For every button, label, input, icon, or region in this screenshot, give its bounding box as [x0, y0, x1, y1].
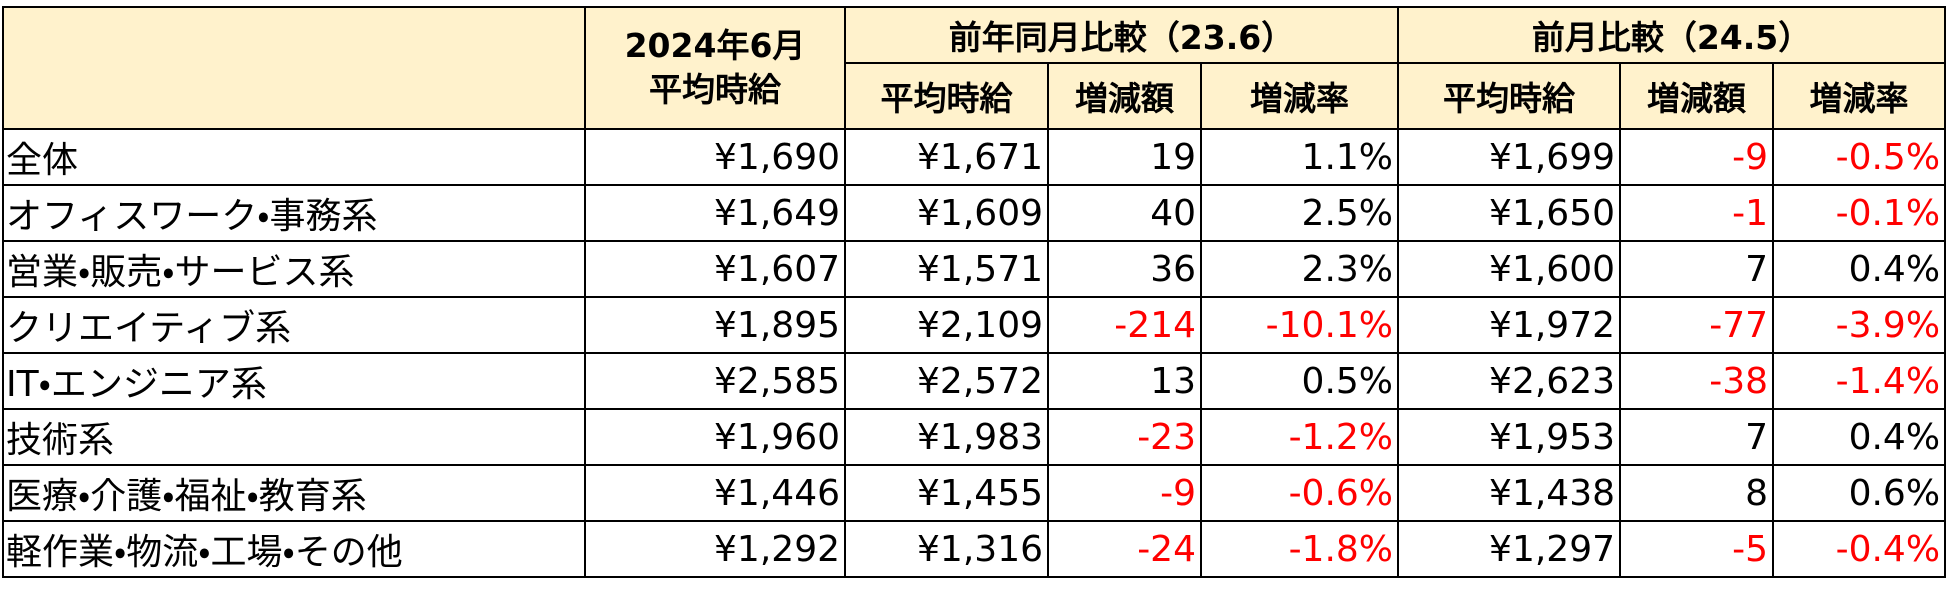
data-cell: -9: [1047, 464, 1202, 522]
data-cell: 8: [1619, 464, 1775, 522]
group-header: 前年同月比較（23.6）: [843, 6, 1400, 64]
table-body: 全体 ¥1,690 ¥1,671 19 1.1% ¥1,699 -9 -0.5% オフィスワーク…: [2, 128, 1947, 578]
data-cell: ¥1,690: [584, 128, 846, 186]
table-row: 技術系 ¥1,960 ¥1,983 -23 -1.2% ¥1,953 7 0.4%: [2, 408, 1947, 466]
data-cell: 0.5%: [1199, 352, 1400, 410]
data-cell: -0.4%: [1772, 520, 1947, 578]
wage-table: 2024年6月 平均時給 前年同月比較（23.6） 前月比較（24.5） 平均時…: [2, 6, 1947, 578]
data-cell: ¥1,316: [844, 520, 1049, 578]
table-row: オフィスワーク・事務系 ¥1,649 ¥1,609 40 2.5% ¥1,650 -1 -0.…: [2, 184, 1947, 242]
row-label: 医療・介護・福祉・教育系: [2, 464, 586, 522]
data-cell: 36: [1047, 240, 1202, 298]
data-cell: 2.5%: [1199, 184, 1400, 242]
row-label: IT・エンジニア系: [2, 352, 586, 410]
row-label: オフィスワーク・事務系: [2, 184, 586, 242]
data-cell: -1.4%: [1772, 352, 1947, 410]
data-cell: ¥2,585: [584, 352, 846, 410]
current-header: 2024年6月 平均時給: [584, 6, 846, 130]
subheader-cell: 増減率: [1772, 62, 1947, 130]
data-cell: ¥1,571: [844, 240, 1049, 298]
row-label: 軽作業・物流・工場・その他: [2, 520, 586, 578]
data-cell: ¥1,607: [584, 240, 846, 298]
data-cell: ¥1,972: [1397, 296, 1622, 354]
table-row: IT・エンジニア系 ¥2,585 ¥2,572 13 0.5% ¥2,623 -38 -1.4…: [2, 352, 1947, 410]
data-cell: ¥1,699: [1397, 128, 1622, 186]
row-label: 技術系: [2, 408, 586, 466]
data-cell: ¥1,297: [1397, 520, 1622, 578]
data-cell: 7: [1619, 240, 1775, 298]
data-cell: -0.6%: [1199, 464, 1400, 522]
row-label: 営業・販売・サービス系: [2, 240, 586, 298]
data-cell: ¥1,649: [584, 184, 846, 242]
data-cell: -5: [1619, 520, 1775, 578]
data-cell: -1.8%: [1199, 520, 1400, 578]
data-cell: ¥2,109: [844, 296, 1049, 354]
data-cell: ¥1,895: [584, 296, 846, 354]
data-cell: -9: [1619, 128, 1775, 186]
data-cell: -1: [1619, 184, 1775, 242]
data-cell: ¥1,438: [1397, 464, 1622, 522]
data-cell: -38: [1619, 352, 1775, 410]
subheader-cell: 平均時給: [1397, 62, 1622, 130]
table-row: 全体 ¥1,690 ¥1,671 19 1.1% ¥1,699 -9 -0.5%: [2, 128, 1947, 186]
row-label: クリエイティブ系: [2, 296, 586, 354]
current-header-line: 2024年6月: [624, 26, 806, 65]
data-cell: -0.5%: [1772, 128, 1947, 186]
data-cell: ¥1,983: [844, 408, 1049, 466]
header-row: 2024年6月 平均時給 前年同月比較（23.6） 前月比較（24.5）: [2, 6, 1947, 130]
subheader-cell: 増減額: [1047, 62, 1202, 130]
data-cell: 0.4%: [1772, 408, 1947, 466]
data-cell: 0.6%: [1772, 464, 1947, 522]
table-row: クリエイティブ系 ¥1,895 ¥2,109 -214 -10.1% ¥1,972 -77-…: [2, 296, 1947, 354]
data-cell: 13: [1047, 352, 1202, 410]
data-cell: -77: [1619, 296, 1775, 354]
corner-cell: [2, 6, 586, 130]
data-cell: ¥2,572: [844, 352, 1049, 410]
data-cell: ¥1,292: [584, 520, 846, 578]
data-cell: 1.1%: [1199, 128, 1400, 186]
data-cell: ¥1,609: [844, 184, 1049, 242]
table-row: 軽作業・物流・工場・その他 ¥1,292 ¥1,316 -24 -1.8% ¥1,297-…: [2, 520, 1947, 578]
subheader-cell: 平均時給: [844, 62, 1049, 130]
subheader-cell: 増減率: [1199, 62, 1400, 130]
table-row: 営業・販売・サービス系 ¥1,607 ¥1,571 36 2.3% ¥1,600 7 0.4%: [2, 240, 1947, 298]
data-cell: 2.3%: [1199, 240, 1400, 298]
data-cell: 7: [1619, 408, 1775, 466]
data-cell: ¥1,960: [584, 408, 846, 466]
data-cell: ¥1,446: [584, 464, 846, 522]
data-cell: ¥2,623: [1397, 352, 1622, 410]
row-label: 全体: [2, 128, 586, 186]
subheader-row: 平均時給 増減額 増減率 平均時給 増減額 増減率: [3, 62, 1947, 130]
data-cell: ¥1,600: [1397, 240, 1622, 298]
current-header-line: 平均時給: [649, 70, 781, 109]
data-cell: ¥1,455: [844, 464, 1049, 522]
data-cell: -0.1%: [1772, 184, 1947, 242]
data-cell: -10.1%: [1199, 296, 1400, 354]
data-cell: 40: [1047, 184, 1202, 242]
data-cell: -23: [1047, 408, 1202, 466]
group-header: 前月比較（24.5）: [1397, 6, 1947, 64]
table-row: 医療・介護・福祉・教育系 ¥1,446 ¥1,455 -9 -0.6% ¥1,438 8 0.…: [2, 464, 1947, 522]
data-cell: -3.9%: [1772, 296, 1947, 354]
data-cell: ¥1,650: [1397, 184, 1622, 242]
data-cell: -24: [1047, 520, 1202, 578]
data-cell: -1.2%: [1199, 408, 1400, 466]
table-head: 2024年6月 平均時給 前年同月比較（23.6） 前月比較（24.5） 平均時…: [2, 6, 1947, 130]
data-cell: 19: [1047, 128, 1202, 186]
subheader-cell: 増減額: [1619, 62, 1775, 130]
data-cell: ¥1,671: [844, 128, 1049, 186]
data-cell: ¥1,953: [1397, 408, 1622, 466]
data-cell: -214: [1047, 296, 1202, 354]
data-cell: 0.4%: [1772, 240, 1947, 298]
